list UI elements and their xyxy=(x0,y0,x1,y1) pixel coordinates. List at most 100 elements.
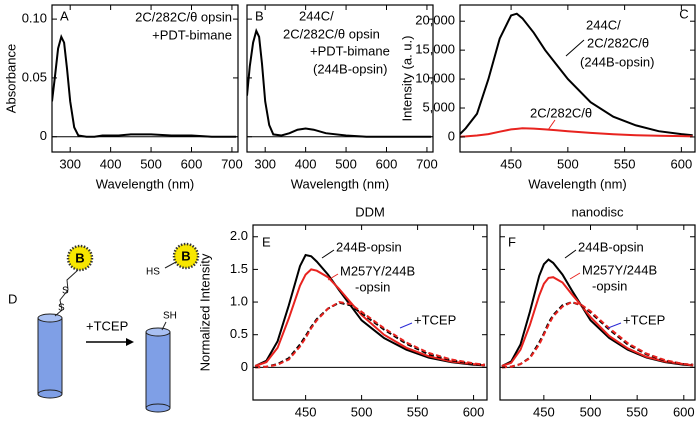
annotation: +TCEP xyxy=(623,312,665,327)
x-tick-label: 500 xyxy=(140,156,162,171)
annotation: 2C/282C/θ xyxy=(530,105,592,120)
plot-area xyxy=(460,12,693,138)
leader-line xyxy=(569,272,581,280)
x-tick-label: 400 xyxy=(100,156,122,171)
axes-frame xyxy=(499,224,696,401)
y-tick-label: 10,000 xyxy=(415,71,455,86)
x-tick-label: 600 xyxy=(463,404,485,419)
x-tick-label: 550 xyxy=(626,404,648,419)
plot-area xyxy=(501,258,694,369)
y-tick-label: 20,000 xyxy=(415,13,455,28)
y-tick-label: 0 xyxy=(241,359,248,374)
y-tick-label: 1.0 xyxy=(230,293,248,308)
x-axis-label: Wavelength (nm) xyxy=(96,176,195,191)
series-line xyxy=(460,127,693,138)
x-tick-label: 300 xyxy=(59,156,81,171)
x-tick-label: 550 xyxy=(407,404,429,419)
x-tick-label: 500 xyxy=(351,404,373,419)
leader-line xyxy=(399,322,413,329)
x-tick-label: 600 xyxy=(673,404,695,419)
annotation: +PDT-bimane xyxy=(310,43,390,58)
x-tick-label: 600 xyxy=(376,156,398,171)
x-axis-label: Wavelength (nm) xyxy=(528,176,627,191)
annotation: 244B-opsin xyxy=(336,239,402,254)
y-tick-label: 0 xyxy=(40,128,47,143)
x-tick-label: 550 xyxy=(614,156,636,171)
series-line xyxy=(460,12,693,137)
y-tick-label: 0.05 xyxy=(22,69,47,84)
cylinder-bottom xyxy=(37,389,63,399)
sulfur: S xyxy=(62,286,69,297)
y-axis-label: Absorbance xyxy=(3,44,18,113)
panel-label: E xyxy=(262,234,271,249)
series-line xyxy=(255,301,485,369)
cylinder-top xyxy=(145,327,171,337)
y-tick-label: 0.5 xyxy=(230,326,248,341)
series-line xyxy=(247,28,431,138)
x-tick-label: 500 xyxy=(580,404,602,419)
annotation: 2C/282C/θ opsin xyxy=(283,26,380,41)
x-tick-label: 600 xyxy=(671,156,693,171)
sulfur: S xyxy=(58,303,65,314)
x-axis-label: Wavelength (nm) xyxy=(426,424,525,426)
reagent: +TCEP xyxy=(86,318,128,333)
x-tick-label: 450 xyxy=(295,404,317,419)
series-line xyxy=(52,33,236,138)
bimane-label: B xyxy=(75,250,84,265)
axes-frame xyxy=(51,4,239,153)
y-tick-label: 5,000 xyxy=(422,99,455,114)
axes-frame xyxy=(252,224,488,401)
y-tick-label: 0.10 xyxy=(22,11,47,26)
plot-area xyxy=(52,33,236,138)
series-line xyxy=(254,268,485,367)
annotation: M257Y/244B xyxy=(582,262,657,277)
annotation: 2C/282C/θ opsin xyxy=(135,9,232,24)
y-tick-label: 2.0 xyxy=(230,228,248,243)
annotation: 2C/282C/θ xyxy=(587,35,649,50)
bimane xyxy=(172,242,200,270)
leader-line xyxy=(327,273,339,281)
annotation: 244C/ xyxy=(586,17,621,32)
axes-frame xyxy=(459,4,696,153)
panel-label: B xyxy=(255,8,264,23)
x-tick-label: 700 xyxy=(416,156,438,171)
panel-label: C xyxy=(679,6,688,21)
annotation: 244C/ xyxy=(299,8,334,23)
x-tick-label: 300 xyxy=(254,156,276,171)
x-tick-label: 500 xyxy=(557,156,579,171)
leader-line xyxy=(565,39,585,57)
linker xyxy=(164,261,177,269)
leader-line xyxy=(321,249,335,259)
linker xyxy=(161,321,167,331)
leader-line xyxy=(547,119,556,131)
axes-frame xyxy=(246,4,434,153)
cylinder xyxy=(37,317,63,395)
x-tick-label: 400 xyxy=(295,156,317,171)
x-axis-label: Wavelength (nm) xyxy=(291,176,390,191)
arrowhead xyxy=(126,338,134,346)
series-line xyxy=(501,301,694,369)
x-tick-label: 450 xyxy=(500,156,522,171)
panel-title: nanodisc xyxy=(571,204,624,219)
linker xyxy=(54,269,79,317)
thiol: HS xyxy=(146,267,160,278)
plot-area xyxy=(247,28,431,138)
annotation: (244B-opsin) xyxy=(313,61,387,76)
plot-area xyxy=(254,253,485,369)
annotation: -opsin xyxy=(592,278,627,293)
thiol: SH xyxy=(163,311,177,322)
y-axis-label: Intensity (a. u.) xyxy=(399,36,414,122)
x-tick-label: 600 xyxy=(181,156,203,171)
y-tick-label: 15,000 xyxy=(415,42,455,57)
x-tick-label: 700 xyxy=(221,156,243,171)
annotation: 244B-opsin xyxy=(578,239,644,254)
annotation: +TCEP xyxy=(414,312,456,327)
y-tick-label: 0 xyxy=(448,128,455,143)
annotation: -opsin xyxy=(355,279,390,294)
bimane-label: B xyxy=(181,248,190,263)
y-axis-label: Normalized Intensity xyxy=(197,253,212,371)
panel-title: DDM xyxy=(355,204,385,219)
panel-label: F xyxy=(508,234,516,249)
panel-label: A xyxy=(60,8,69,23)
cylinder-bottom xyxy=(145,403,171,413)
